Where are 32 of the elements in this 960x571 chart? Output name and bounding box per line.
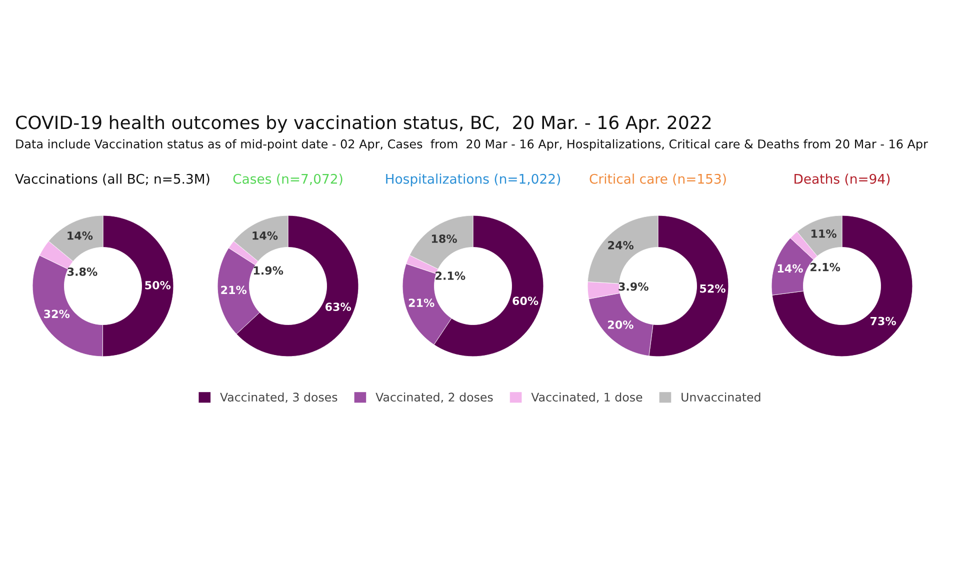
data-label: 14% [252,231,278,240]
data-label: 2.1% [436,272,466,280]
data-label: 18% [432,234,457,243]
data-label: 50% [145,280,171,290]
data-label: 24% [608,241,634,250]
data-label: 2.1% [810,262,840,272]
donut-slice [772,215,913,357]
data-label: 3.9% [618,282,648,291]
legend-label: Vaccinated, 3 doses [220,392,338,403]
data-label: 1.9% [254,266,284,275]
data-label: 63% [325,302,352,312]
data-label: 21% [408,298,434,307]
data-label: 32% [44,310,70,318]
legend-label: Vaccinated, 1 dose [531,392,642,403]
chart-title: Deaths (n=94) [794,174,890,186]
text: COVID-19 health outcomes by vaccination status, BC, 20 Mar. - 16 Apr. 2022 [16,115,711,133]
data-label: 3.8% [68,268,98,276]
chart-title: Critical care (n=153) [590,174,726,186]
chart-title: Cases (n=7,072) [233,174,342,186]
data-label: 11% [811,229,836,238]
legend-label: Vaccinated, 2 doses [376,392,493,403]
data-label: 60% [512,296,538,306]
data-label: 21% [221,286,247,294]
data-label: 52% [700,284,726,293]
data-label: 14% [68,231,93,240]
data-label: 20% [608,320,634,329]
data-label: 73% [870,316,896,326]
text: Data include Vaccination status as of mid-point date - 02 Apr, Cases from 20 Mar - 16 Apr, Hospitalizations, Critical care & Deaths from 20 Mar - 16 Apr [16,139,928,151]
chart-title: Hospitalizations (n=1,022) [386,174,560,186]
legend-label: Unvaccinated [682,392,760,402]
chart-title: Vaccinations (all BC; n=5.3M) [15,174,210,186]
data-label: 14% [778,264,803,273]
